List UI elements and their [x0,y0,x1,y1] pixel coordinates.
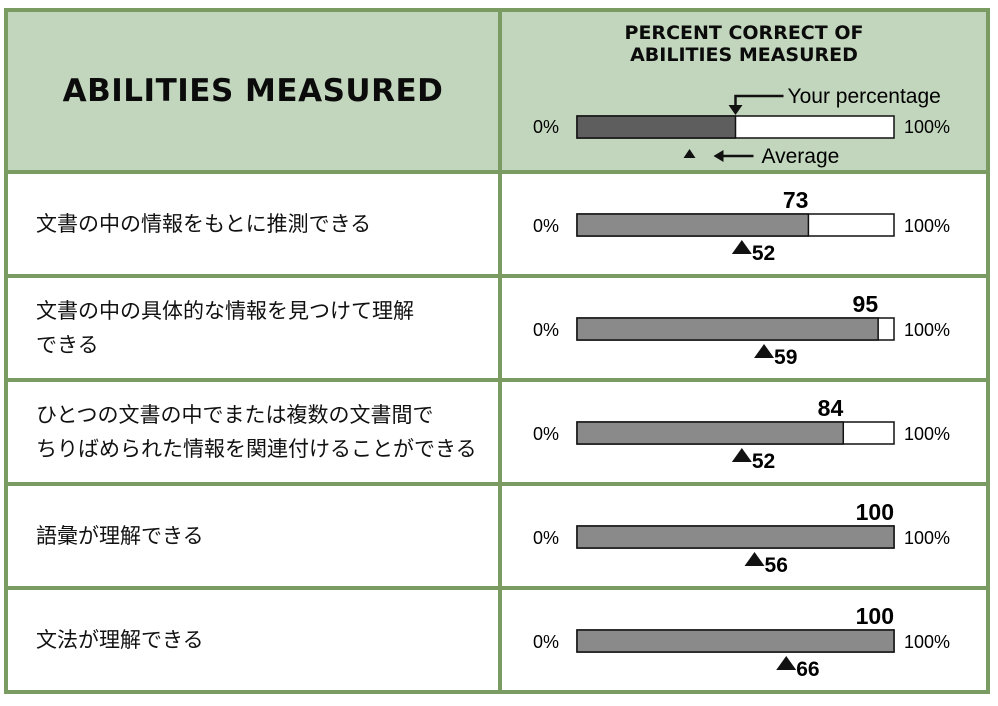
max-label: 100% [904,216,950,236]
percent-header-cell: PERCENT CORRECT OF ABILITIES MEASURED 0%… [502,12,986,170]
row-chart: 0% 100% 95 59 [533,291,950,369]
legend-average-marker-icon [683,149,696,158]
row-chart: 0% 100% 73 52 [533,187,950,265]
average-marker-icon [776,656,797,670]
abilities-table: ABILITIES MEASURED PERCENT CORRECT OF AB… [4,8,990,694]
ability-label: 文書の中の具体的な情報を見つけて理解 できる [36,294,482,362]
ability-label: 文法が理解できる [36,623,482,657]
your-percentage-bar [576,421,845,445]
ability-row-chart-cell: 0% 100% 73 52 [502,174,986,274]
your-percentage-value: 100 [856,603,894,629]
ability-row-label-cell: 文法が理解できる [8,590,498,690]
ability-row-chart-cell: 0% 100% 84 52 [502,382,986,482]
percent-heading: PERCENT CORRECT OF ABILITIES MEASURED [502,22,986,66]
ability-row-label-cell: 文書の中の情報をもとに推測できる [8,174,498,274]
max-label: 100% [904,320,950,340]
ability-label: 語彙が理解できる [36,519,482,553]
average-value: 52 [752,242,775,265]
min-label: 0% [533,528,559,548]
your-percentage-bar [576,213,810,237]
your-percentage-bar [576,629,895,653]
your-percentage-bar [576,317,879,341]
max-label: 100% [904,632,950,652]
legend-chart: 0% 100% Your percentage Average [533,85,950,168]
average-marker-icon [744,552,765,566]
ability-label-line: 語彙が理解できる [36,524,204,548]
row-chart: 0% 100% 100 56 [533,499,950,577]
ability-row-label-cell: 文書の中の具体的な情報を見つけて理解 できる [8,278,498,378]
ability-label-line: できる [36,333,99,357]
ability-label-line: ちりばめられた情報を関連付けることができる [36,437,477,461]
ability-label-line: 文書の中の具体的な情報を見つけて理解 [36,299,414,323]
average-value: 66 [796,658,819,681]
your-percentage-value: 84 [818,395,844,421]
min-label: 0% [533,216,559,236]
legend-max-label: 100% [904,117,950,137]
average-value: 59 [774,346,797,369]
ability-row-chart-cell: 0% 100% 100 66 [502,590,986,690]
average-marker-icon [754,344,775,358]
your-percentage-bar [576,525,895,549]
abilities-heading: ABILITIES MEASURED [62,73,444,109]
legend-min-label: 0% [533,117,559,137]
min-label: 0% [533,632,559,652]
row-chart: 0% 100% 84 52 [533,395,950,473]
average-legend-label: Average [762,145,840,168]
ability-label-line: ひとつの文書の中でまたは複数の文書間で [36,403,434,427]
average-arrow-head-icon [713,150,724,162]
arrow-head-icon [728,105,743,115]
row-chart: 0% 100% 100 66 [533,603,950,681]
ability-row-chart-cell: 0% 100% 100 56 [502,486,986,586]
ability-row-label-cell: 語彙が理解できる [8,486,498,586]
average-marker-icon [731,240,752,254]
ability-label: ひとつの文書の中でまたは複数の文書間でちりばめられた情報を関連付けることができる [36,398,482,466]
your-percentage-value: 95 [853,291,879,317]
your-percentage-value: 73 [783,187,809,213]
min-label: 0% [533,424,559,444]
percent-heading-line1: PERCENT CORRECT OF [624,22,864,44]
average-value: 56 [765,554,788,577]
ability-row-chart-cell: 0% 100% 95 59 [502,278,986,378]
average-marker-icon [731,448,752,462]
ability-label: 文書の中の情報をもとに推測できる [36,207,482,241]
your-percentage-legend-label: Your percentage [788,85,941,108]
min-label: 0% [533,320,559,340]
ability-label-line: 文法が理解できる [36,628,204,652]
ability-label-line: 文書の中の情報をもとに推測できる [36,212,372,236]
average-value: 52 [752,450,775,473]
your-percentage-arrow-icon [734,94,784,108]
percent-heading-line2: ABILITIES MEASURED [630,44,858,66]
abilities-header-cell: ABILITIES MEASURED [8,12,498,170]
ability-row-label-cell: ひとつの文書の中でまたは複数の文書間でちりばめられた情報を関連付けることができる [8,382,498,482]
your-percentage-value: 100 [856,499,894,525]
max-label: 100% [904,424,950,444]
max-label: 100% [904,528,950,548]
legend-bar-fill [576,115,737,139]
